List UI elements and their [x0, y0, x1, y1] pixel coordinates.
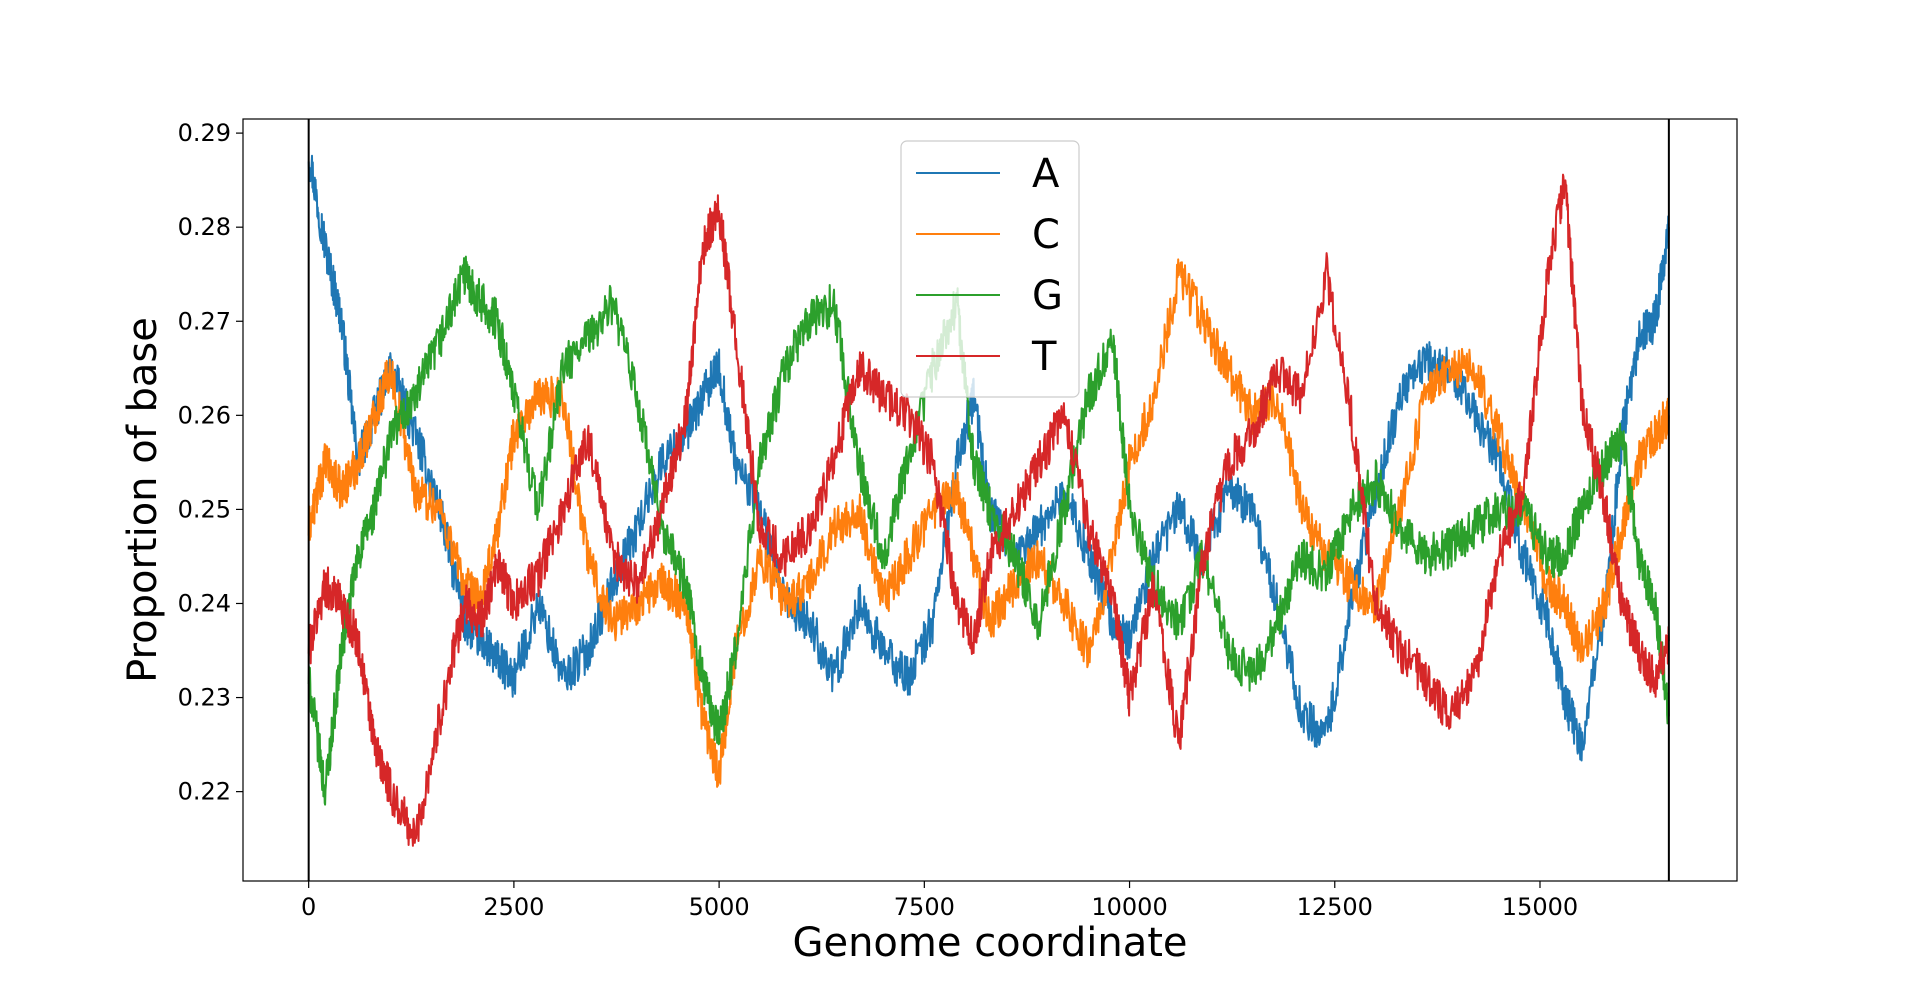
- legend-label-T: T: [1031, 334, 1057, 380]
- y-tick-label: 0.22: [178, 778, 231, 806]
- x-tick-label: 5000: [689, 893, 750, 921]
- plot-frame: [242, 118, 1738, 882]
- x-axis: 0 2500 5000 7500 10000 12500 15000: [301, 881, 1578, 921]
- x-axis-label: Genome coordinate: [792, 920, 1187, 966]
- series-layer: [307, 154, 1670, 847]
- vertical-lines: [307, 119, 1670, 881]
- legend-box: [900, 140, 1080, 398]
- y-axis: 0.22 0.23 0.24 0.25 0.26 0.27 0.28 0.29: [178, 119, 243, 806]
- y-tick-label: 0.26: [178, 401, 231, 429]
- x-tick-label: 15000: [1502, 893, 1578, 921]
- y-tick-label: 0.29: [178, 119, 231, 147]
- x-tick-label: 0: [301, 893, 316, 921]
- x-tick-label: 7500: [894, 893, 955, 921]
- y-tick-label: 0.28: [178, 213, 231, 241]
- series-line-T: [307, 173, 1670, 847]
- legend-label-C: C: [1032, 212, 1060, 258]
- y-tick-label: 0.24: [178, 589, 231, 617]
- legend-label-A: A: [1032, 151, 1060, 197]
- y-tick-label: 0.23: [178, 684, 231, 712]
- x-tick-label: 10000: [1091, 893, 1167, 921]
- x-tick-label: 2500: [483, 893, 544, 921]
- legend-label-G: G: [1032, 273, 1063, 319]
- series-line-C: [307, 258, 1670, 788]
- y-tick-label: 0.27: [178, 307, 231, 335]
- series-line-G: [307, 255, 1670, 806]
- y-tick-label: 0.25: [178, 495, 231, 523]
- y-axis-label: Proportion of base: [120, 317, 166, 683]
- x-tick-label: 12500: [1297, 893, 1373, 921]
